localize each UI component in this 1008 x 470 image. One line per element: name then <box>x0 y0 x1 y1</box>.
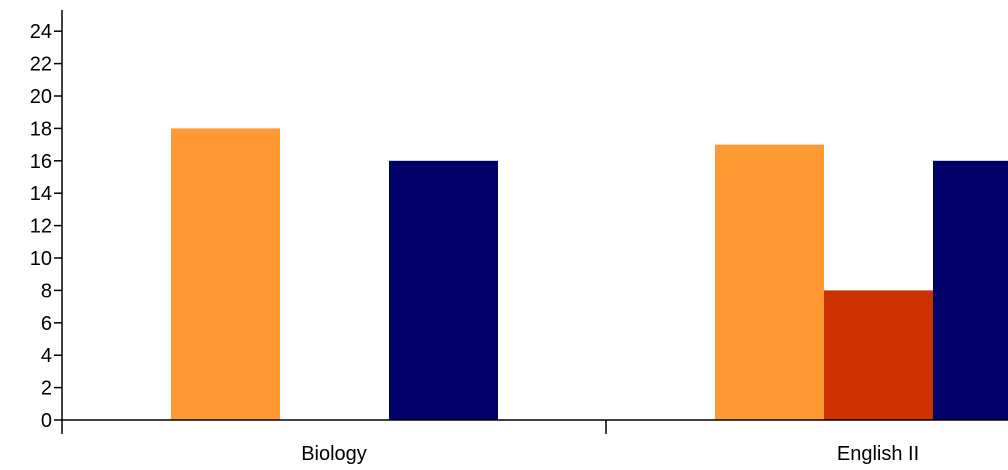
bar <box>389 160 498 421</box>
bars-layer <box>171 128 1008 421</box>
y-tick-label: 10 <box>30 248 52 270</box>
x-tick-label: Biology <box>301 443 367 465</box>
bar <box>933 160 1008 421</box>
bar <box>715 144 824 420</box>
y-tick-label: 8 <box>41 280 52 302</box>
x-axis-ticks: Biology English II <box>61 420 919 465</box>
y-tick-label: 24 <box>30 21 52 43</box>
y-tick-label: 20 <box>30 86 52 108</box>
y-tick-label: 12 <box>30 216 52 238</box>
y-tick-label: 16 <box>30 151 52 173</box>
y-tick-label: 4 <box>41 345 52 367</box>
bar <box>824 290 933 420</box>
y-tick-label: 14 <box>30 183 52 205</box>
y-tick-label: 0 <box>41 410 52 432</box>
y-tick-label: 18 <box>30 118 52 140</box>
x-tick-label: English II <box>837 443 919 465</box>
bar <box>171 128 280 420</box>
y-tick-label: 22 <box>30 54 52 76</box>
y-tick-label: 2 <box>41 378 52 400</box>
y-tick-label: 6 <box>41 313 52 335</box>
